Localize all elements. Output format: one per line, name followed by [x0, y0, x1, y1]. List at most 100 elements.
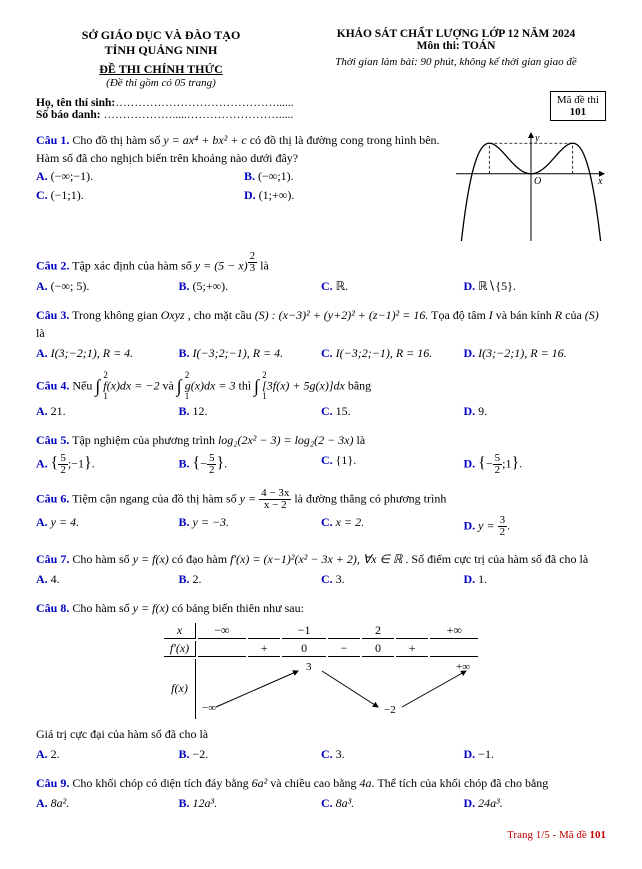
- name-dots: ……………………………………......: [115, 97, 293, 109]
- q6-opt-d: D. y = 32.: [464, 513, 607, 540]
- question-8: Câu 8. Cho hàm số y = f(x) có bảng biến …: [36, 599, 606, 764]
- q2-opt-a: A. (−∞; 5).: [36, 277, 179, 296]
- q6-opt-a: A. y = 4.: [36, 513, 179, 540]
- q4-opt-d: D. 9.: [464, 402, 607, 421]
- q5-opt-a: A. {52;−1}.: [36, 451, 179, 478]
- q3-stem: Câu 3. Trong không gian Oxyz , cho mặt c…: [36, 306, 606, 342]
- q7-opt-a: A. 4.: [36, 570, 179, 589]
- question-1: Câu 1. Cho đồ thị hàm số y = ax⁴ + bx² +…: [36, 131, 606, 241]
- q1-opt-a: A. (−∞;−1).: [36, 167, 244, 186]
- q5-options: A. {52;−1}. B. {−52}. C. {1}. D. {−52;1}…: [36, 451, 606, 478]
- q7-options: A. 4. B. 2. C. 3. D. 1.: [36, 570, 606, 589]
- org-line-1: SỞ GIÁO DỤC VÀ ĐÀO TẠO: [36, 28, 286, 43]
- q5-opt-d: D. {−52;1}.: [464, 451, 607, 478]
- q3-number: Câu 3.: [36, 308, 69, 322]
- q8-stem: Câu 8. Cho hàm số y = f(x) có bảng biến …: [36, 599, 606, 617]
- q1-opt-c: C. (−1;1).: [36, 186, 244, 205]
- svg-text:y: y: [534, 133, 540, 144]
- q8-opt-b: B. −2.: [179, 745, 322, 764]
- question-6: Câu 6. Tiệm cận ngang của đồ thị hàm số …: [36, 488, 606, 540]
- q8-arrows: −∞ 3 −2 +∞: [198, 659, 478, 715]
- q8-opt-d: D. −1.: [464, 745, 607, 764]
- q2-number: Câu 2.: [36, 259, 69, 273]
- name-label: Họ, tên thí sinh:: [36, 97, 115, 109]
- exam-code-value: 101: [570, 106, 587, 118]
- q9-options: A. 8a². B. 12a³. C. 8a³. D. 24a³.: [36, 794, 606, 813]
- q5-stem: Câu 5. Tập nghiệm của phương trình log₂(…: [36, 431, 606, 449]
- q9-stem: Câu 9. Cho khối chóp có diện tích đáy bằ…: [36, 774, 606, 792]
- exam-title: KHẢO SÁT CHẤT LƯỢNG LỚP 12 NĂM 2024: [306, 28, 606, 40]
- q7-opt-d: D. 1.: [464, 570, 607, 589]
- q2-options: A. (−∞; 5). B. (5;+∞). C. ℝ. D. ℝ∖{5}.: [36, 277, 606, 296]
- question-7: Câu 7. Cho hàm số y = f(x) có đạo hàm f′…: [36, 550, 606, 589]
- header-right: KHẢO SÁT CHẤT LƯỢNG LỚP 12 NĂM 2024 Môn …: [306, 28, 606, 89]
- svg-text:−2: −2: [384, 704, 396, 715]
- svg-text:−∞: −∞: [202, 702, 216, 714]
- q8-number: Câu 8.: [36, 601, 69, 615]
- q3-opt-c: C. I(−3;2;−1), R = 16.: [321, 344, 464, 363]
- question-9: Câu 9. Cho khối chóp có diện tích đáy bằ…: [36, 774, 606, 813]
- question-5: Câu 5. Tập nghiệm của phương trình log₂(…: [36, 431, 606, 478]
- svg-text:3: 3: [306, 661, 312, 673]
- svg-text:O: O: [534, 176, 541, 187]
- q4-stem: Câu 4. Nếu ∫21 f(x)dx = −2 và ∫21 g(x)dx…: [36, 373, 606, 400]
- q9-opt-d: D. 24a³.: [464, 794, 607, 813]
- q6-options: A. y = 4. B. y = −3. C. x = 2. D. y = 32…: [36, 513, 606, 540]
- q8-post: Giá trị cực đại của hàm số đã cho là: [36, 725, 606, 743]
- q8-opt-c: C. 3.: [321, 745, 464, 764]
- id-dots: ……………….....…………………….....: [103, 109, 293, 121]
- q5-opt-c: C. {1}.: [321, 451, 464, 478]
- exam-code-label: Mã đề thi: [557, 94, 599, 106]
- q3-options: A. I(3;−2;1), R = 4. B. I(−3;2;−1), R = …: [36, 344, 606, 363]
- q2-stem: Câu 2. Tập xác định của hàm số y = (5 − …: [36, 251, 606, 275]
- q3-opt-a: A. I(3;−2;1), R = 4.: [36, 344, 179, 363]
- q9-opt-b: B. 12a³.: [179, 794, 322, 813]
- q6-opt-b: B. y = −3.: [179, 513, 322, 540]
- q3-opt-b: B. I(−3;2;−1), R = 4.: [179, 344, 322, 363]
- page-header: SỞ GIÁO DỤC VÀ ĐÀO TẠO TỈNH QUẢNG NINH Đ…: [36, 28, 606, 89]
- q5-number: Câu 5.: [36, 433, 69, 447]
- q4-opt-a: A. 21.: [36, 402, 179, 421]
- exam-duration: Thời gian làm bài: 90 phút, không kể thờ…: [306, 56, 606, 68]
- page-footer: Trang 1/5 - Mã đề 101: [36, 829, 606, 841]
- q1-number: Câu 1.: [36, 133, 69, 147]
- q1-opt-b: B. (−∞;1).: [244, 167, 452, 186]
- org-line-2: TỈNH QUẢNG NINH: [36, 43, 286, 58]
- svg-text:+∞: +∞: [456, 661, 470, 673]
- q5-opt-b: B. {−52}.: [179, 451, 322, 478]
- q1-stem: Câu 1. Cho đồ thị hàm số y = ax⁴ + bx² +…: [36, 131, 452, 167]
- q8-variation-table: x −∞ −1 2 +∞ f′(x) + 0 − 0 + f(x) −∞3−2+…: [162, 621, 480, 721]
- q8-options: A. 2. B. −2. C. 3. D. −1.: [36, 745, 606, 764]
- page-count-note: (Đề thi gồm có 05 trang): [36, 77, 286, 89]
- q7-opt-c: C. 3.: [321, 570, 464, 589]
- question-2: Câu 2. Tập xác định của hàm số y = (5 − …: [36, 251, 606, 296]
- question-3: Câu 3. Trong không gian Oxyz , cho mặt c…: [36, 306, 606, 363]
- q6-stem: Câu 6. Tiệm cận ngang của đồ thị hàm số …: [36, 488, 606, 511]
- id-label: Số báo danh:: [36, 109, 101, 121]
- q3-opt-d: D. I(3;−2;1), R = 16.: [464, 344, 607, 363]
- q6-opt-c: C. x = 2.: [321, 513, 464, 540]
- q9-opt-a: A. 8a².: [36, 794, 179, 813]
- header-left: SỞ GIÁO DỤC VÀ ĐÀO TẠO TỈNH QUẢNG NINH Đ…: [36, 28, 286, 89]
- q4-options: A. 21. B. 12. C. 15. D. 9.: [36, 402, 606, 421]
- q2-opt-c: C. ℝ.: [321, 277, 464, 296]
- question-4: Câu 4. Nếu ∫21 f(x)dx = −2 và ∫21 g(x)dx…: [36, 373, 606, 421]
- exam-official: ĐỀ THI CHÍNH THỨC: [36, 62, 286, 77]
- q1-graph: x y O: [456, 131, 606, 241]
- q2-opt-d: D. ℝ∖{5}.: [464, 277, 607, 296]
- q7-number: Câu 7.: [36, 552, 69, 566]
- q6-number: Câu 6.: [36, 491, 69, 505]
- candidate-info: Họ, tên thí sinh:……………………………………...... Số…: [36, 97, 606, 121]
- q8-opt-a: A. 2.: [36, 745, 179, 764]
- q1-opt-d: D. (1;+∞).: [244, 186, 452, 205]
- q7-stem: Câu 7. Cho hàm số y = f(x) có đạo hàm f′…: [36, 550, 606, 568]
- q4-number: Câu 4.: [36, 378, 69, 392]
- exam-subject: Môn thi: TOÁN: [306, 40, 606, 52]
- q4-opt-c: C. 15.: [321, 402, 464, 421]
- q2-opt-b: B. (5;+∞).: [179, 277, 322, 296]
- svg-text:x: x: [597, 176, 603, 187]
- q1-options: A. (−∞;−1). B. (−∞;1). C. (−1;1). D. (1;…: [36, 167, 452, 205]
- q7-opt-b: B. 2.: [179, 570, 322, 589]
- exam-code-box: Mã đề thi 101: [550, 91, 606, 121]
- q9-number: Câu 9.: [36, 776, 69, 790]
